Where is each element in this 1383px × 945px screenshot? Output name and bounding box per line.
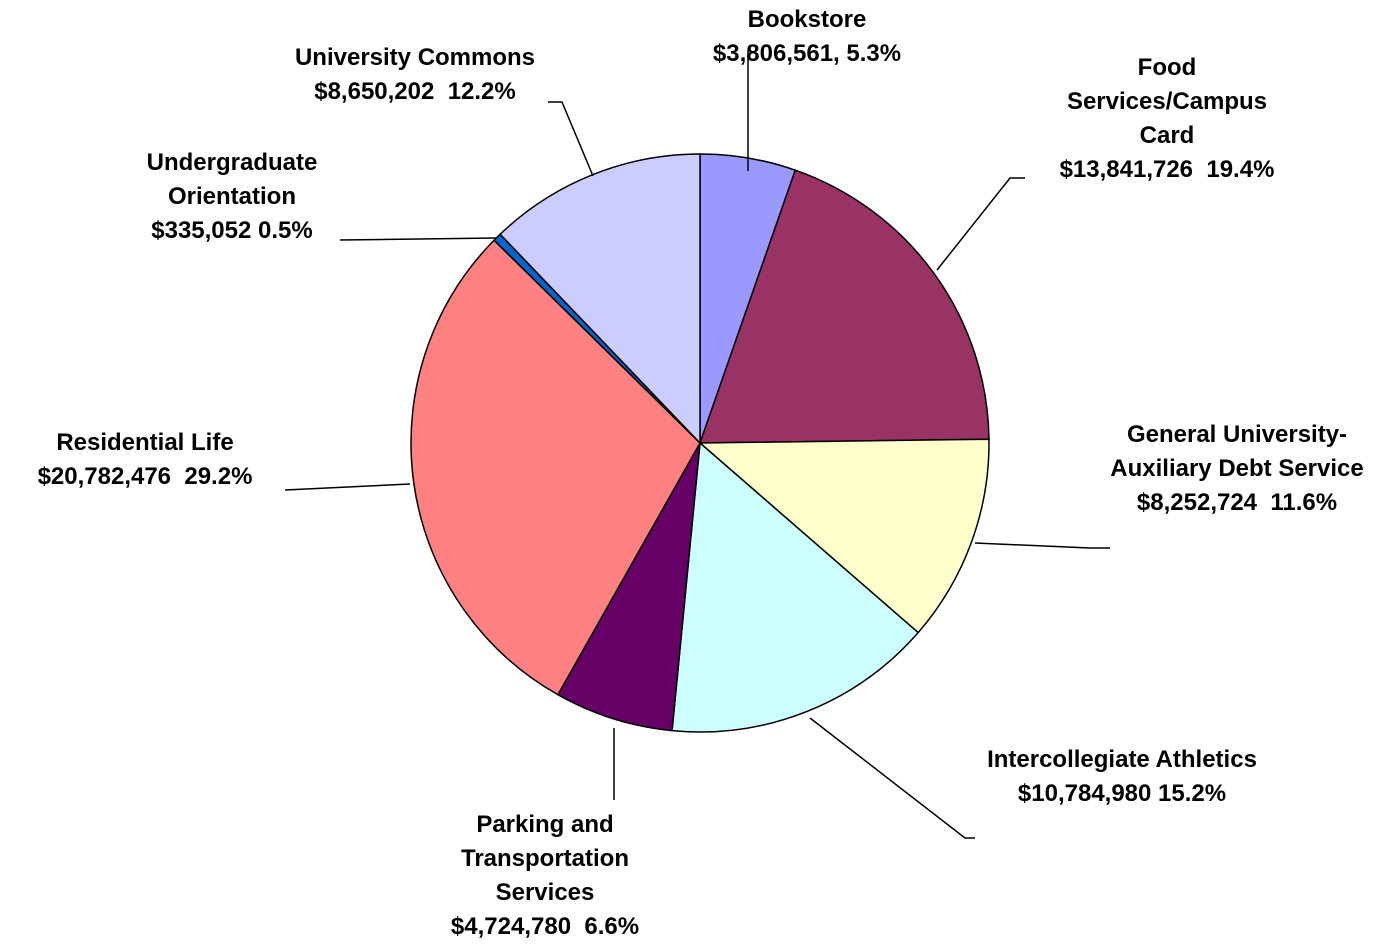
slice-label: Residential Life $20,782,476 29.2% [0, 426, 290, 494]
category-label: Undergraduate Orientation [146, 149, 325, 210]
value-label: $8,252,724 11.6% [1136, 489, 1338, 516]
slice-label: Bookstore $3,806,561, 5.3% [677, 3, 937, 71]
pie-slice [698, 438, 990, 634]
value-label: $20,782,476 29.2% [37, 463, 253, 490]
slice-label: General University-Auxiliary Debt Servic… [1092, 418, 1382, 520]
pie-slice [698, 169, 990, 444]
pie-slice [671, 441, 920, 733]
category-label: General University-Auxiliary Debt Servic… [1110, 421, 1364, 482]
slice-label: Undergraduate Orientation $335,052 0.5% [112, 146, 352, 248]
value-label: $3,806,561, 5.3% [712, 40, 902, 67]
pie-slice [556, 442, 701, 732]
category-label: Parking and Transportation Services [460, 811, 636, 906]
category-label: Residential Life [56, 429, 234, 456]
leader-line [339, 237, 497, 241]
category-label: Food Services/Campus Card [1066, 54, 1274, 149]
leader-line [548, 101, 594, 177]
leader-line [936, 177, 1025, 271]
value-label: $8,650,202 12.2% [314, 78, 516, 105]
leader-line [809, 717, 975, 839]
value-label: $10,784,980 15.2% [1017, 780, 1227, 807]
value-label: $335,052 0.5% [151, 217, 313, 244]
leader-line [974, 542, 1110, 549]
slice-label: Food Services/Campus Card $13,841,726 19.… [1037, 51, 1297, 187]
value-label: $13,841,726 19.4% [1059, 156, 1275, 183]
pie-slice [410, 239, 701, 696]
slice-label: Intercollegiate Athletics $10,784,980 15.… [987, 743, 1257, 811]
slice-label: Parking and Transportation Services $4,72… [420, 808, 670, 944]
category-label: University Commons [294, 44, 536, 71]
category-label: Bookstore [747, 6, 867, 33]
pie [410, 153, 990, 733]
slice-label: University Commons $8,650,202 12.2% [260, 41, 570, 109]
value-label: $4,724,780 6.6% [450, 913, 640, 940]
leader-line [284, 483, 411, 491]
category-label: Intercollegiate Athletics [987, 746, 1257, 773]
